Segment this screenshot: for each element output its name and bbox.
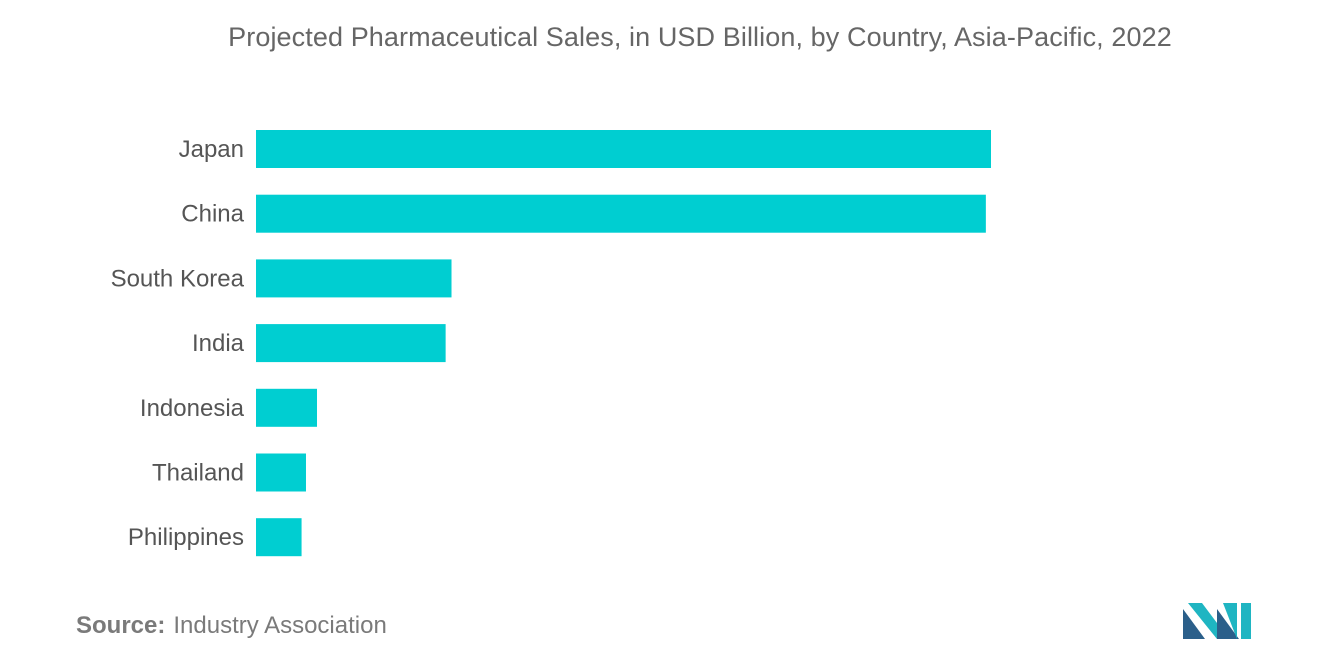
category-labels-group: Japan China South Korea India Indonesia Thail…: [111, 136, 245, 551]
category-label-china: China: [181, 201, 244, 228]
category-label-south-korea: South Korea: [111, 265, 245, 292]
source-note: Source: Industry Association: [76, 612, 387, 640]
bar-thailand: [256, 453, 306, 492]
bar-chart: Japan China South Korea India Indonesia Thail…: [111, 130, 991, 557]
bar-china: [256, 194, 986, 233]
chart-title: Projected Pharmaceutical Sales, in USD B…: [228, 22, 1172, 52]
bar-japan: [256, 130, 991, 168]
bars-group: [256, 130, 991, 557]
bar-india: [256, 324, 446, 363]
bar-south-korea: [256, 259, 452, 298]
category-label-thailand: Thailand: [152, 460, 244, 487]
bar-indonesia: [256, 388, 318, 427]
source-label: Source:: [76, 612, 166, 639]
category-label-japan: Japan: [179, 136, 244, 163]
category-label-india: India: [192, 330, 245, 357]
bar-philippines: [256, 518, 302, 557]
category-label-indonesia: Indonesia: [140, 395, 245, 422]
mordor-intelligence-logo-icon: [1183, 603, 1251, 639]
category-label-philippines: Philippines: [128, 524, 244, 551]
source-text: Industry Association: [173, 612, 387, 639]
